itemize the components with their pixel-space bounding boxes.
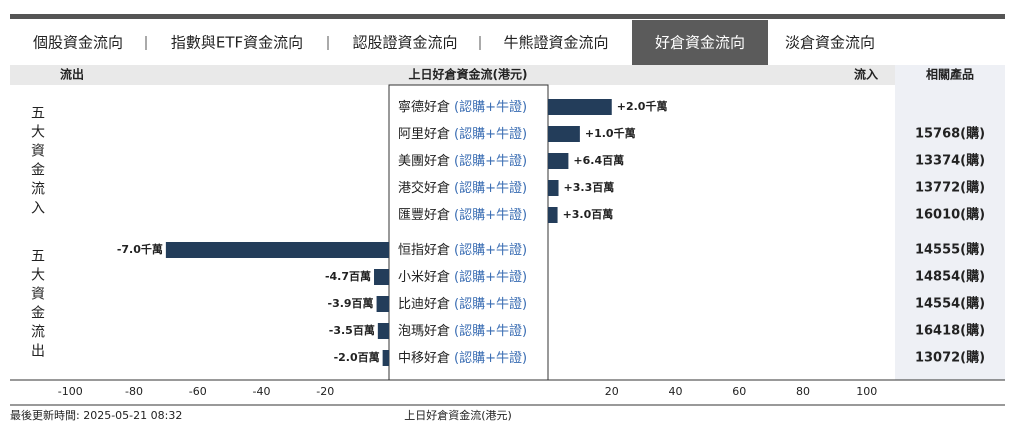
value-label: +3.3百萬 [564, 180, 615, 194]
bar [376, 296, 389, 312]
tab[interactable]: 指數與ETF資金流向 [171, 34, 303, 52]
x-tick-label: -20 [316, 385, 334, 398]
products-column [895, 65, 1005, 380]
product-link[interactable]: 16418(購) [915, 323, 985, 339]
category-label: 泡瑪好倉 (認購+牛證) [398, 323, 527, 339]
value-label: +1.0千萬 [585, 126, 636, 140]
category-name: 比迪好倉 [398, 297, 450, 312]
category-name: 泡瑪好倉 [398, 324, 450, 339]
bar [382, 350, 389, 366]
header-center: 上日好倉資金流(港元) [409, 67, 528, 82]
tab[interactable]: 個股資金流向 [33, 34, 123, 52]
product-link[interactable]: 14554(購) [915, 296, 985, 312]
value-label: -3.9百萬 [328, 296, 374, 310]
bar [548, 207, 558, 223]
category-label: 寧德好倉 (認購+牛證) [398, 99, 527, 115]
product-link[interactable]: 16010(購) [915, 207, 985, 223]
group-label: 五大資金流出 [29, 248, 45, 362]
bar [374, 269, 389, 285]
product-link[interactable]: 13072(購) [915, 350, 985, 366]
x-tick-label: 40 [669, 385, 683, 398]
category-label: 港交好倉 (認購+牛證) [398, 180, 527, 196]
x-tick-label: -80 [125, 385, 143, 398]
category-suffix: (認購+牛證) [454, 269, 527, 285]
top-bar [10, 14, 1005, 19]
product-link[interactable]: 15768(購) [915, 126, 985, 142]
x-tick-label: -60 [189, 385, 207, 398]
bar [548, 126, 580, 142]
bar [377, 323, 389, 339]
category-suffix: (認購+牛證) [454, 296, 527, 312]
value-label: +6.4百萬 [573, 153, 624, 167]
category-name: 匯豐好倉 [398, 208, 450, 223]
category-name: 港交好倉 [398, 180, 450, 196]
value-label: -4.7百萬 [325, 269, 371, 283]
category-suffix: (認購+牛證) [454, 99, 527, 115]
bar [548, 99, 612, 115]
x-tick-label: 60 [732, 385, 746, 398]
category-name: 恒指好倉 [398, 243, 450, 258]
value-label: -3.5百萬 [329, 323, 375, 337]
value-label: -7.0千萬 [117, 242, 163, 256]
category-label: 小米好倉 (認購+牛證) [398, 269, 527, 285]
product-link[interactable]: 14854(購) [915, 269, 985, 285]
category-name: 寧德好倉 [398, 99, 450, 115]
tab[interactable]: 牛熊證資金流向 [503, 34, 608, 52]
product-link[interactable]: 13374(購) [915, 153, 985, 169]
value-label: +3.0百萬 [563, 207, 614, 221]
category-suffix: (認購+牛證) [454, 207, 527, 223]
header-inflow: 流入 [854, 67, 878, 82]
category-suffix: (認購+牛證) [454, 350, 527, 366]
category-name: 中移好倉 [398, 351, 450, 366]
category-suffix: (認購+牛證) [454, 242, 527, 258]
category-suffix: (認購+牛證) [454, 180, 527, 196]
tab[interactable]: 認股證資金流向 [352, 34, 457, 52]
category-label: 阿里好倉 (認購+牛證) [398, 126, 527, 142]
category-label: 匯豐好倉 (認購+牛證) [398, 207, 527, 223]
category-label: 美團好倉 (認購+牛證) [398, 153, 527, 169]
center-column [388, 84, 549, 381]
category-name: 阿里好倉 [398, 127, 450, 142]
x-tick-label: 80 [796, 385, 810, 398]
bar [165, 242, 389, 258]
footer-updated: 最後更新時間: 2025-05-21 08:32 [10, 408, 182, 422]
category-suffix: (認購+牛證) [454, 153, 527, 169]
x-tick-label: 100 [856, 385, 877, 398]
bar [548, 180, 559, 196]
x-axis-label: 上日好倉資金流(港元) [404, 408, 512, 422]
category-name: 小米好倉 [398, 270, 450, 285]
category-label: 恒指好倉 (認購+牛證) [398, 242, 527, 258]
header-products: 相關產品 [926, 67, 974, 82]
value-label: -2.0百萬 [334, 350, 380, 364]
category-suffix: (認購+牛證) [454, 323, 527, 339]
group-label: 五大資金流入 [29, 105, 45, 219]
tab[interactable]: 淡倉資金流向 [785, 34, 875, 52]
product-link[interactable]: 13772(購) [915, 180, 985, 196]
product-link[interactable]: 14555(購) [915, 242, 985, 258]
x-tick-label: -100 [58, 385, 83, 398]
x-tick-label: 20 [605, 385, 619, 398]
category-suffix: (認購+牛證) [454, 126, 527, 142]
category-label: 中移好倉 (認購+牛證) [398, 350, 527, 366]
x-tick-label: -40 [253, 385, 271, 398]
header-outflow: 流出 [60, 67, 84, 82]
bar [548, 153, 569, 169]
value-label: +2.0千萬 [617, 99, 668, 113]
category-label: 比迪好倉 (認購+牛證) [398, 296, 527, 312]
active-tab-bg [632, 20, 768, 65]
header-row [10, 65, 1005, 85]
tab[interactable]: 好倉資金流向 [655, 34, 745, 52]
category-name: 美團好倉 [398, 154, 450, 169]
